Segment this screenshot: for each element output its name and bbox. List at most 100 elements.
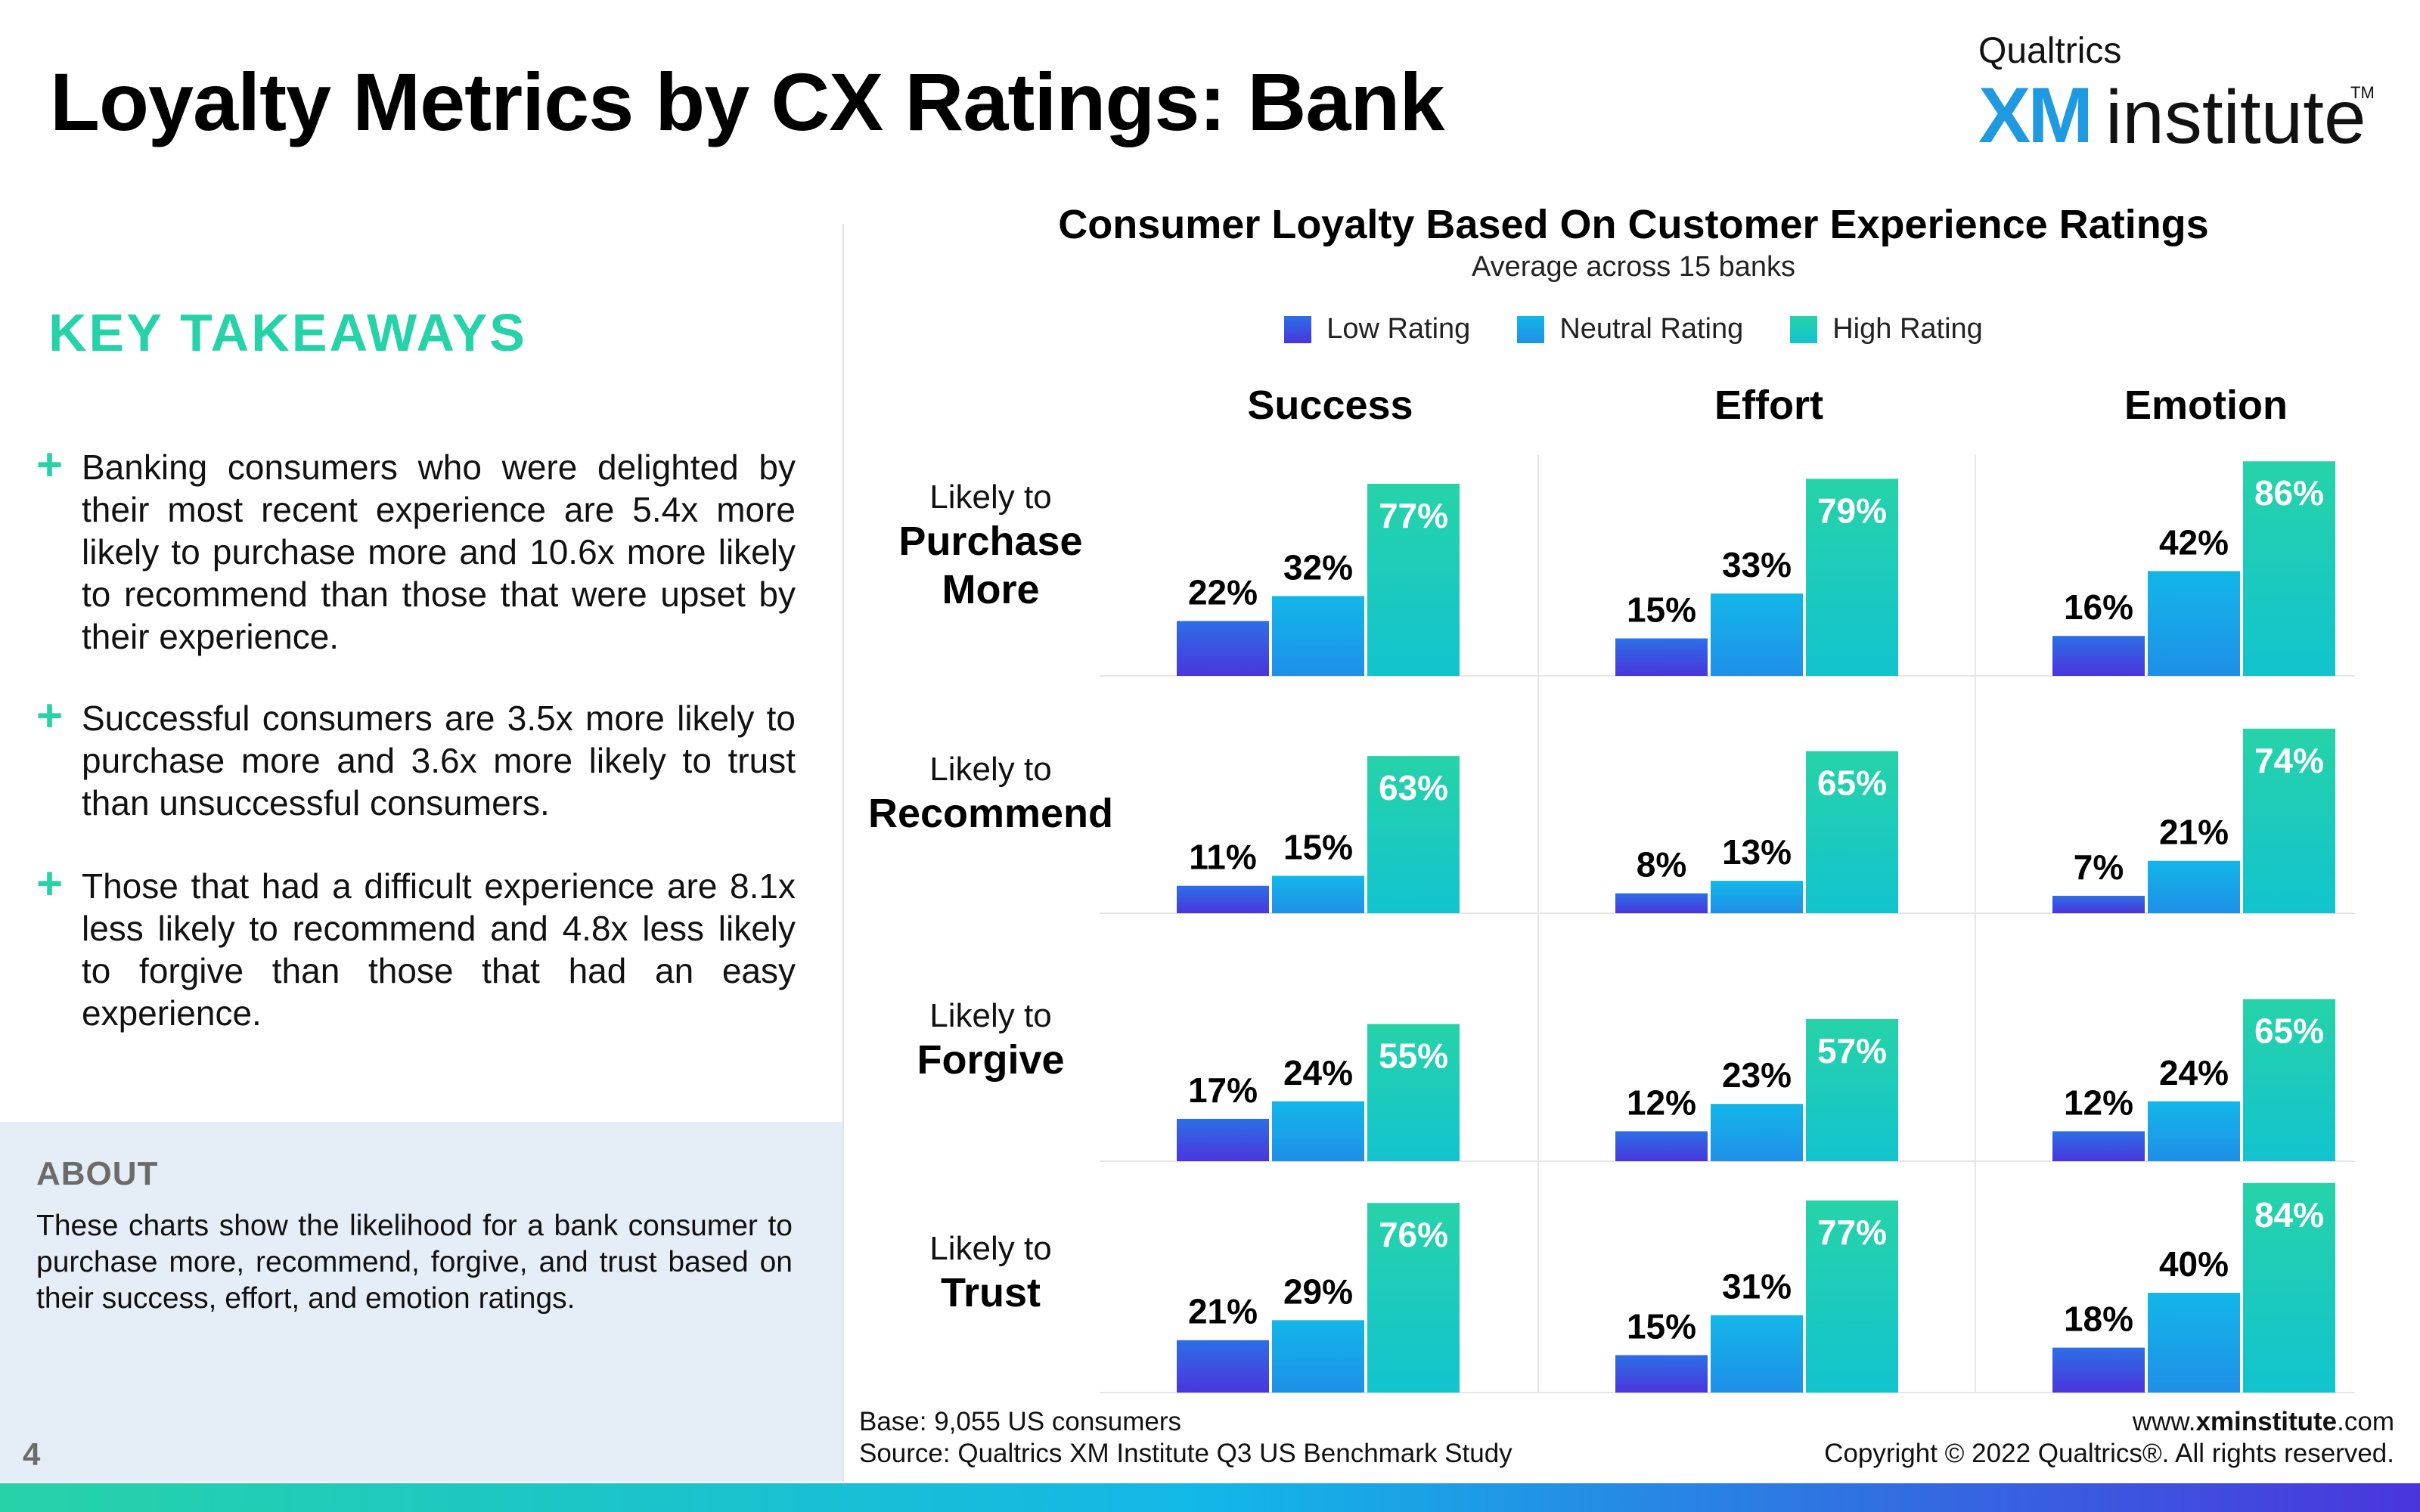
legend-swatch-neutral	[1517, 315, 1545, 343]
bar	[1711, 1104, 1803, 1161]
bar-value-label: 24%	[1283, 1053, 1353, 1092]
bar	[1615, 1355, 1708, 1393]
bar	[2052, 1131, 2145, 1161]
bar	[1615, 1131, 1708, 1161]
takeaway-item: + Successful consumers are 3.5x more lik…	[36, 690, 796, 824]
bar-value-label: 42%	[2159, 522, 2229, 562]
bar	[2148, 860, 2240, 913]
bar-value-label: 16%	[2064, 587, 2133, 627]
bar	[1367, 1024, 1460, 1161]
bar	[2148, 571, 2240, 676]
bar-value-label: 65%	[2254, 1012, 2324, 1051]
legend-swatch-high	[1790, 315, 1818, 343]
logo-tm: TM	[2350, 83, 2375, 102]
bar-value-label: 29%	[1283, 1272, 1353, 1311]
bar	[2243, 461, 2335, 676]
chart-source: Base: 9,055 US consumers Source: Qualtri…	[859, 1406, 1512, 1470]
bar	[2052, 1347, 2145, 1393]
bar-value-label: 55%	[1379, 1036, 1448, 1076]
logo-institute: institute	[2105, 75, 2366, 160]
bar	[1806, 1200, 1898, 1393]
bar-value-label: 17%	[1188, 1070, 1258, 1110]
row-label-recommend: Recommend	[868, 791, 1113, 836]
bar	[2243, 999, 2335, 1161]
row-label-forgive: Forgive	[917, 1037, 1064, 1083]
bar-value-label: 32%	[1283, 547, 1353, 587]
bar-value-label: 65%	[1817, 764, 1887, 803]
about-panel: ABOUT These charts show the likelihood f…	[0, 1122, 842, 1482]
bar-value-label: 21%	[1188, 1292, 1258, 1331]
bar	[2243, 1182, 2335, 1393]
bar-value-label: 84%	[2254, 1195, 2324, 1235]
bar-value-label: 18%	[2064, 1300, 2133, 1339]
takeaway-item: + Banking consumers who were delighted b…	[36, 439, 796, 658]
row-label-prefix: Likely to	[929, 751, 1051, 788]
page-title: Loyalty Metrics by CX Ratings: Bank	[50, 56, 1444, 147]
metric-header-success: Success	[1247, 383, 1413, 428]
bar-value-label: 15%	[1283, 828, 1353, 867]
takeaway-text: Successful consumers are 3.5x more likel…	[82, 699, 796, 823]
metric-headers: Success Effort Emotion	[1247, 383, 2288, 428]
chart-subtitle: Average across 15 banks	[1471, 251, 1796, 283]
legend-item-low: Low Rating	[1284, 313, 1470, 345]
row-label-trust: Trust	[941, 1270, 1041, 1315]
legend-item-neutral: Neutral Rating	[1517, 313, 1743, 345]
plus-icon: +	[36, 858, 64, 909]
row-label-purchase: Purchase	[898, 519, 1082, 564]
bar	[1177, 621, 1269, 676]
legend-item-high: High Rating	[1790, 313, 1983, 345]
about-heading: ABOUT	[36, 1155, 159, 1192]
bar	[1367, 483, 1460, 676]
bar	[1177, 1340, 1269, 1393]
bar	[1272, 1320, 1364, 1393]
legend-swatch-low	[1284, 315, 1312, 343]
bar	[1615, 893, 1708, 913]
bar	[1177, 885, 1269, 913]
bar	[1272, 1101, 1364, 1161]
row-label-prefix: Likely to	[929, 479, 1051, 516]
bar-value-label: 12%	[2064, 1083, 2133, 1122]
bar-value-label: 8%	[1637, 845, 1686, 885]
bar	[1806, 751, 1898, 913]
bar-value-label: 15%	[1627, 590, 1696, 630]
bar	[1711, 593, 1803, 676]
bar-value-label: 23%	[1722, 1055, 1792, 1095]
takeaway-text: Banking consumers who were delighted by …	[82, 448, 796, 656]
chart-title: Consumer Loyalty Based On Customer Exper…	[1058, 202, 2209, 247]
base-note: Base: 9,055 US consumers	[859, 1407, 1182, 1436]
bar-value-label: 77%	[1817, 1213, 1887, 1252]
bar-value-label: 76%	[1379, 1215, 1448, 1254]
bar-value-label: 7%	[2074, 847, 2124, 887]
bar-value-label: 86%	[2254, 473, 2324, 513]
legend-label-high: High Rating	[1832, 313, 1983, 345]
metric-header-effort: Effort	[1714, 383, 1823, 428]
bar-value-label: 13%	[1722, 832, 1792, 872]
logo-brand: Qualtrics	[1978, 31, 2122, 71]
bar	[1177, 1118, 1269, 1161]
bar	[1806, 479, 1898, 676]
bar	[1615, 638, 1708, 676]
bar	[1272, 875, 1364, 913]
page-number: 4	[23, 1436, 41, 1472]
bar-value-label: 77%	[1379, 496, 1448, 535]
takeaway-text: Those that had a difficult experience ar…	[82, 866, 796, 1033]
website-link[interactable]: www.xminstitute.com	[2132, 1407, 2394, 1436]
bar-value-label: 63%	[1379, 768, 1448, 807]
bar-value-label: 74%	[2254, 741, 2324, 780]
bar	[1272, 596, 1364, 676]
plus-icon: +	[36, 439, 64, 490]
chart-legend: Low Rating Neutral Rating High Rating	[877, 313, 2390, 345]
bar	[2243, 728, 2335, 913]
takeaway-item: + Those that had a difficult experience …	[36, 858, 796, 1034]
bar	[1367, 1203, 1460, 1393]
xm-institute-logo: Qualtrics XM institute TM	[1978, 30, 2375, 160]
row-label-more: More	[942, 567, 1039, 612]
bar-value-label: 79%	[1817, 491, 1887, 530]
bar-value-label: 57%	[1817, 1031, 1887, 1070]
bar	[2052, 895, 2145, 913]
bar	[2148, 1101, 2240, 1161]
bar	[1711, 1315, 1803, 1393]
bar-value-label: 33%	[1722, 545, 1792, 584]
bar	[1806, 1018, 1898, 1161]
bottom-gradient-bar	[0, 1483, 2420, 1512]
